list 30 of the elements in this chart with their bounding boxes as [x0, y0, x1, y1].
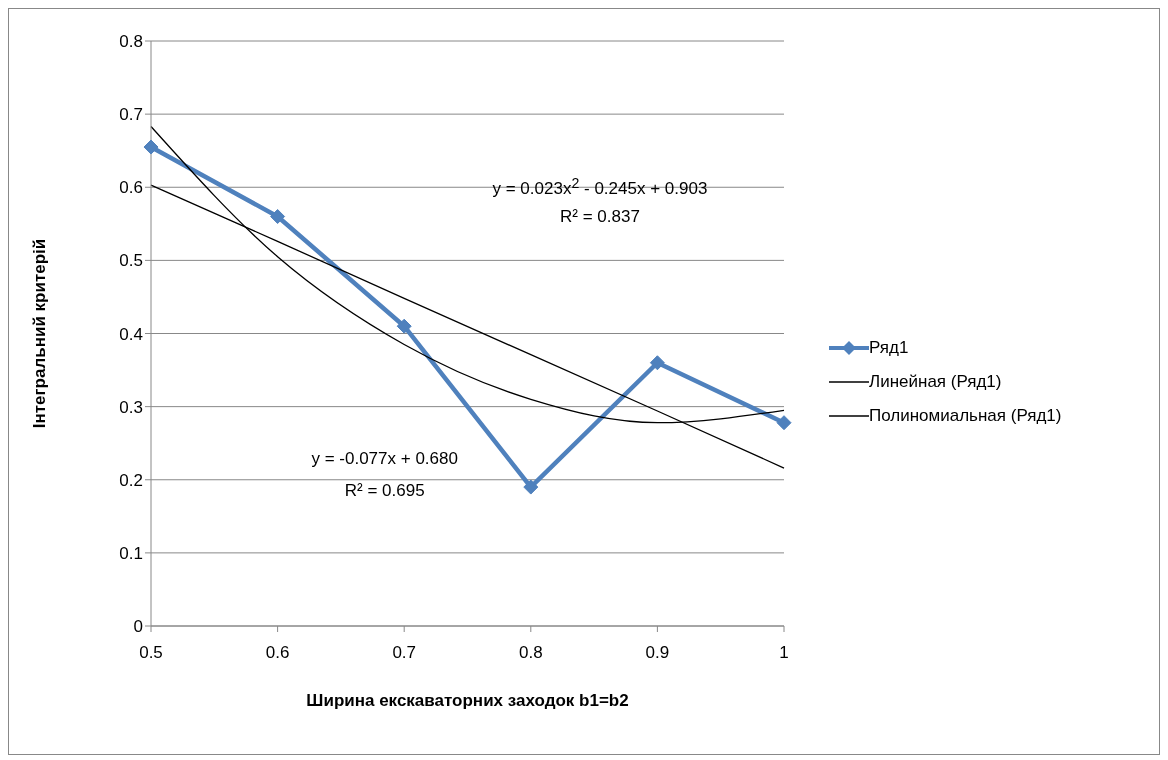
x-tick-label: 0.5	[139, 643, 163, 663]
annotation: R² = 0.837	[560, 206, 640, 227]
y-tick-label: 0.2	[119, 470, 143, 490]
point	[776, 415, 792, 431]
legend-label: Ряд1	[869, 337, 909, 358]
x-tick-label: 1	[779, 643, 789, 663]
y-tick-label: 0.3	[119, 397, 143, 417]
x-axis-title: Ширина екскаваторних заходок b1=b2	[306, 691, 629, 710]
annotation: R² = 0.695	[344, 481, 425, 502]
x-tick-label: 0.9	[645, 643, 670, 663]
y-tick-label: 0.4	[119, 324, 143, 344]
y-axis-title: Інтегральний критерій	[30, 238, 50, 429]
y-tick-label: 0.8	[119, 32, 143, 52]
y-tick-label: 0.1	[119, 543, 143, 563]
point	[523, 479, 539, 495]
point	[143, 139, 159, 155]
point	[396, 318, 412, 334]
y-tick-label: 0.5	[119, 251, 143, 271]
x-tick-label: 0.7	[392, 643, 417, 663]
annotation: y = -0.077x + 0.680	[311, 449, 458, 470]
legend-label: Полиномиальная (Ряд1)	[869, 405, 1062, 426]
x-tick-label: 0.6	[265, 643, 290, 663]
y-tick-label: 0	[133, 617, 143, 637]
point	[649, 355, 665, 371]
point	[270, 209, 286, 224]
legend-label: Линейная (Ряд1)	[869, 371, 1002, 392]
y-tick-label: 0.7	[119, 105, 143, 125]
y-tick-label: 0.6	[119, 178, 143, 198]
annotation: y = 0.023x$^{2}$ - 0.245x + 0.903	[492, 174, 708, 200]
x-tick-label: 0.8	[518, 643, 543, 663]
